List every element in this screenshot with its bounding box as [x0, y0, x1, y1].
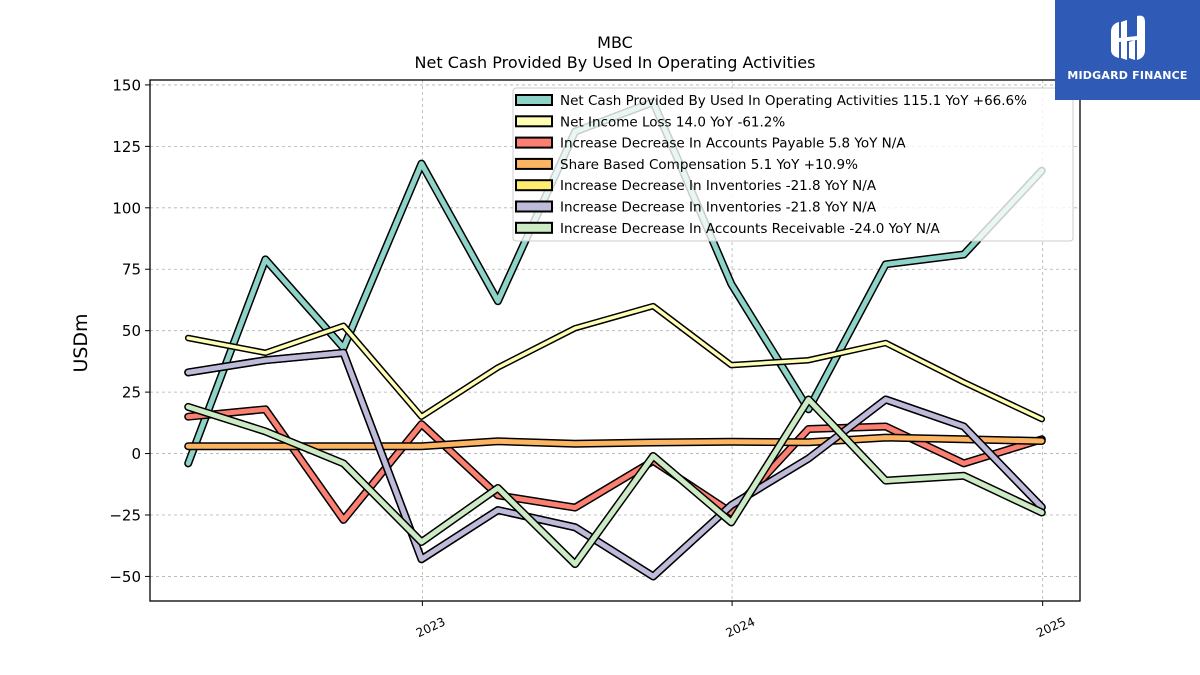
plot-frame	[149, 79, 1081, 602]
y-tick-label: 75	[122, 261, 141, 279]
y-tick-label: −25	[109, 506, 141, 524]
legend-entry: Increase Decrease In Accounts Receivable…	[560, 221, 941, 237]
series-line-outline	[184, 348, 1046, 581]
legend-swatch	[515, 94, 553, 106]
series-line	[185, 397, 1045, 567]
brand-name: MIDGARD FINANCE	[1067, 69, 1188, 82]
legend-swatch	[515, 115, 553, 128]
x-tick-label: 2025	[1034, 615, 1068, 641]
legend-entry: Increase Decrease In Accounts Payable 5.…	[560, 136, 906, 152]
series-line-outline	[184, 348, 1046, 581]
y-tick-label: 50	[122, 322, 141, 340]
series-lines	[184, 98, 1046, 581]
y-tick-label: 150	[112, 76, 141, 94]
x-axis: 2023 2024 2025	[414, 601, 1068, 640]
chart-subtitle: Net Cash Provided By Used In Operating A…	[415, 53, 816, 72]
x-tick-label: 2023	[414, 615, 448, 641]
y-tick-label: 25	[122, 384, 141, 402]
y-tick-label: 125	[112, 138, 141, 156]
y-axis-label: USDm	[70, 313, 92, 372]
legend-swatch	[515, 200, 553, 213]
series-line	[186, 304, 1044, 421]
legend-swatch	[515, 136, 553, 149]
legend-entry: Share Based Compensation 5.1 YoY +10.9%	[560, 157, 858, 173]
legend-swatch	[515, 221, 553, 234]
y-axis: −50 −25 0 25 50 75 100 125 150	[109, 76, 150, 586]
chart-title: MBC	[597, 33, 633, 52]
legend-entry: Net Cash Provided By Used In Operating A…	[560, 93, 1027, 109]
legend: Net Cash Provided By Used In Operating A…	[512, 87, 1074, 242]
series-line	[185, 350, 1045, 579]
x-tick-label: 2024	[724, 615, 758, 641]
y-tick-label: 0	[131, 445, 141, 463]
legend-entry: Increase Decrease In Inventories -21.8 Y…	[560, 178, 877, 194]
legend-swatch	[515, 157, 553, 170]
series-line	[185, 406, 1045, 523]
y-tick-label: 100	[112, 199, 141, 217]
brand-logo: MIDGARD FINANCE	[1055, 0, 1200, 100]
series-line	[185, 435, 1045, 449]
legend-entry: Increase Decrease In Inventories -21.8 Y…	[560, 200, 877, 216]
series-line	[185, 350, 1045, 579]
legend-swatch	[515, 179, 553, 192]
legend-entry: Net Income Loss 14.0 YoY -61.2%	[560, 114, 785, 130]
legend-box	[512, 87, 1074, 242]
y-tick-label: −50	[109, 568, 141, 586]
brand-mark-icon	[1111, 15, 1145, 61]
